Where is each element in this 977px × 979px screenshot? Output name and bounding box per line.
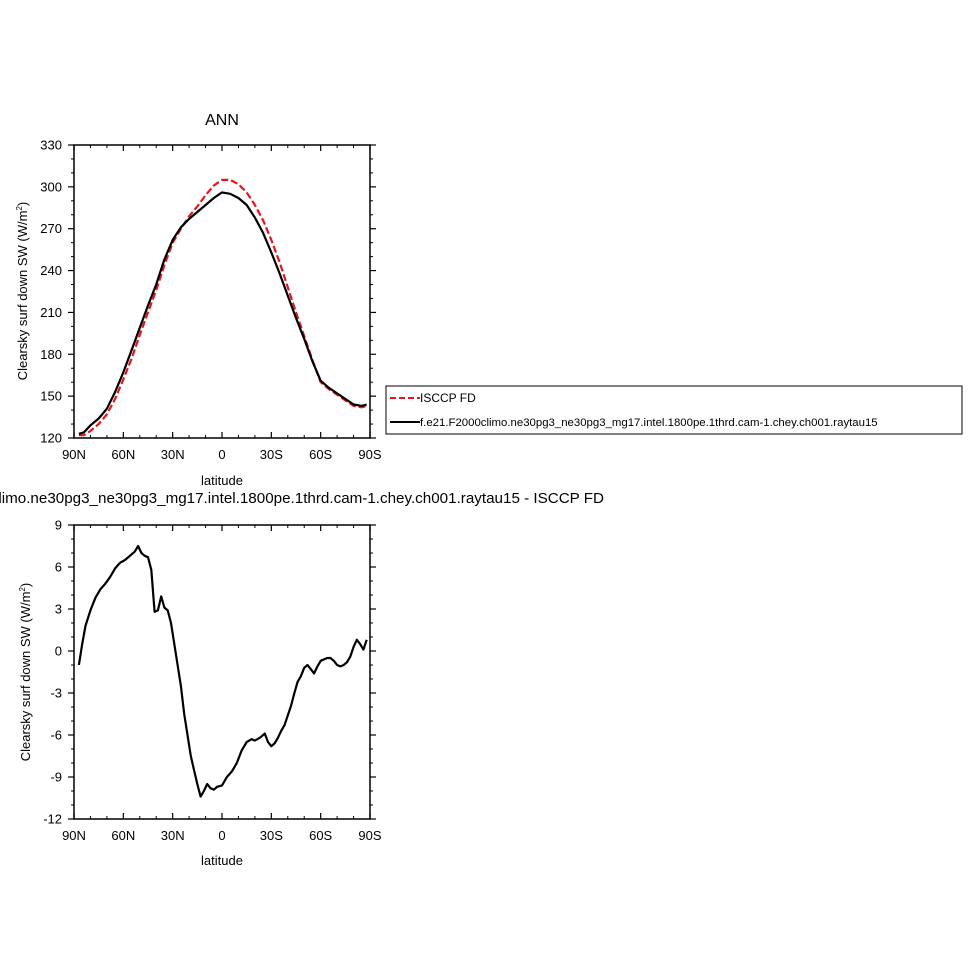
bottom-ytick-label-2: -6 [50,728,62,743]
top-xtick-label-1: 60N [111,447,135,462]
top-ytick-label-4: 240 [40,263,62,278]
legend-label-isccp: ISCCP FD [420,391,476,405]
top-y-tick-labels: 120 150 180 210 240 270 300 330 [40,138,62,446]
bottom-ytick-label-7: 9 [55,518,62,533]
bottom-panel: f.e21.F2000climo.ne30pg3_ne30pg3_mg17.in… [0,490,604,868]
bottom-ytick-label-4: 0 [55,644,62,659]
bottom-chart-title: f.e21.F2000climo.ne30pg3_ne30pg3_mg17.in… [0,490,604,507]
top-xtick-label-5: 60S [309,447,332,462]
bottom-xtick-label-2: 30N [161,828,185,843]
bottom-y-axis-label-main: Clearsky surf down SW (W/m [18,592,33,762]
top-xtick-label-2: 30N [161,447,185,462]
bottom-y-tick-labels: -12 -9 -6 -3 0 3 6 9 [43,518,62,827]
top-x-axis-label: latitude [201,473,243,488]
bottom-y-axis-label-close: ) [18,583,33,587]
bottom-xtick-label-5: 60S [309,828,332,843]
bottom-xtick-label-0: 90N [62,828,86,843]
bottom-xtick-label-6: 90S [358,828,381,843]
bottom-x-tick-labels: 90N 60N 30N 0 30S 60S 90S [62,828,382,843]
top-series-lines [78,178,368,437]
top-ytick-label-6: 300 [40,179,62,194]
top-ytick-label-5: 270 [40,221,62,236]
bottom-ytick-label-6: 6 [55,560,62,575]
top-chart-title: ANN [205,112,239,129]
bottom-y-axis-label: Clearsky surf down SW (W/m2) [18,583,33,762]
bottom-xtick-label-4: 30S [260,828,283,843]
top-panel: ANN 90N 60N 30N 0 30S 60S 90S 120 150 180 210 240 2… [15,112,382,488]
bottom-x-axis-label: latitude [201,853,243,868]
top-series-line-1 [78,191,368,435]
top-y-axis-label-main: Clearsky surf down SW (W/m [15,211,30,381]
bottom-ytick-label-1: -9 [50,770,62,785]
top-ytick-label-1: 150 [40,389,62,404]
top-series-line-0 [78,178,368,437]
bottom-ytick-label-0: -12 [43,812,62,827]
legend-box [385,385,963,435]
top-xtick-label-0: 90N [62,447,86,462]
legend: ISCCP FD f.e21.F2000climo.ne30pg3_ne30pg… [385,385,963,435]
top-plot-frame [73,144,371,439]
top-xtick-label-3: 0 [218,447,225,462]
bottom-plot-frame [73,524,371,820]
top-xtick-label-6: 90S [358,447,381,462]
top-ytick-label-2: 180 [40,347,62,362]
top-x-tick-labels: 90N 60N 30N 0 30S 60S 90S [62,447,382,462]
bottom-xtick-label-1: 60N [111,828,135,843]
bottom-series-line-0 [77,544,368,798]
top-y-axis-label-close: ) [15,202,30,206]
bottom-ytick-label-5: 3 [55,602,62,617]
top-xtick-label-4: 30S [260,447,283,462]
top-ytick-label-3: 210 [40,305,62,320]
top-y-axis-label: Clearsky surf down SW (W/m2) [15,202,30,381]
bottom-ytick-label-3: -3 [50,686,62,701]
bottom-y-axis-label-sup: 2 [18,587,27,592]
bottom-series-lines [77,544,368,798]
bottom-xtick-label-3: 0 [218,828,225,843]
top-ytick-label-7: 330 [40,138,62,153]
top-y-axis-label-sup: 2 [15,206,24,211]
legend-label-model: f.e21.F2000climo.ne30pg3_ne30pg3_mg17.in… [420,417,878,429]
top-ytick-label-0: 120 [40,431,62,446]
